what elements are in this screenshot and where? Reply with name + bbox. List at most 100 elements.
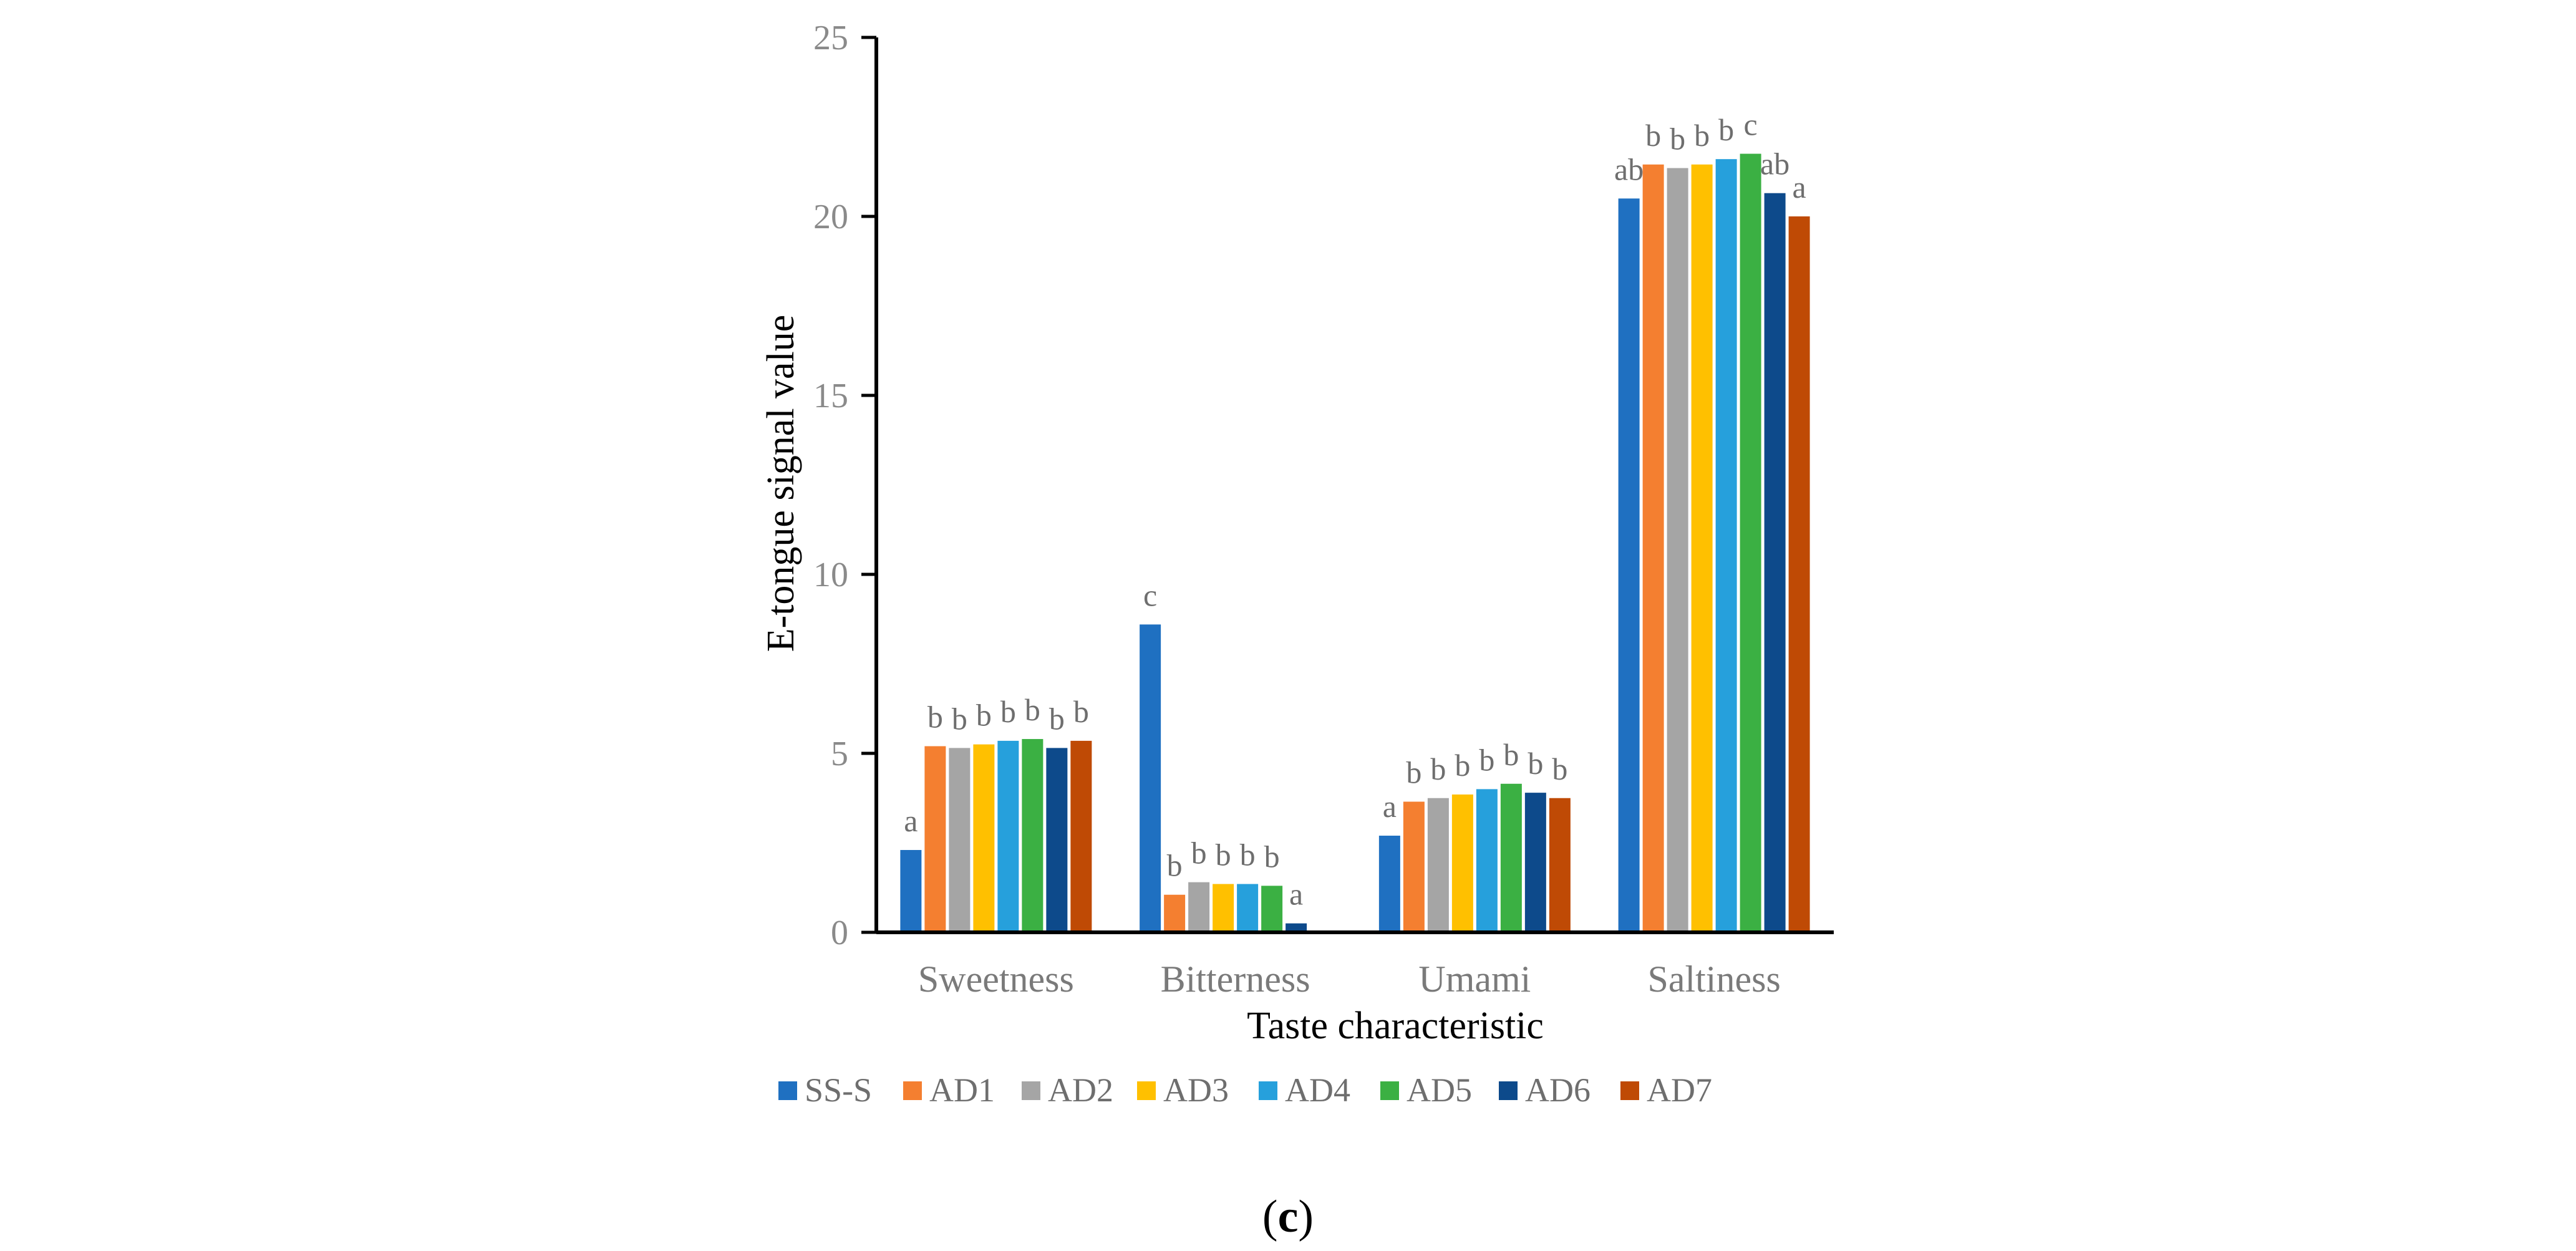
bar-ad7-umami [1549, 798, 1571, 932]
panel-label-close: ) [1298, 1191, 1314, 1242]
x-category-label: Umami [1418, 959, 1531, 1000]
bar-ad6-bitterness [1286, 923, 1307, 932]
legend-swatch-ad2 [1022, 1081, 1040, 1100]
significance-label: b [1264, 839, 1280, 874]
bar-ad4-umami [1476, 789, 1498, 932]
significance-label: b [1216, 838, 1231, 872]
legend-label-ad6: AD6 [1525, 1071, 1591, 1109]
significance-label: b [1718, 112, 1734, 147]
y-tick-label: 25 [813, 19, 848, 57]
bar-ad3-bitterness [1213, 884, 1234, 932]
significance-label: b [1000, 694, 1016, 729]
bar-ad7-sweetness [1070, 740, 1092, 932]
significance-label: b [1025, 692, 1040, 727]
significance-label: b [1406, 755, 1421, 790]
legend-label-ss-s: SS-S [805, 1071, 872, 1109]
bar-ad2-sweetness [949, 748, 971, 932]
x-category-label: Saltiness [1647, 959, 1780, 1000]
panel-label: (c) [1262, 1191, 1314, 1242]
significance-label: b [952, 701, 967, 736]
legend-label-ad5: AD5 [1407, 1071, 1472, 1109]
bar-ad5-sweetness [1022, 739, 1043, 932]
bar-ad1-sweetness [924, 746, 946, 932]
significance-label: c [1143, 577, 1157, 612]
significance-label: b [1455, 748, 1470, 783]
legend-swatch-ad6 [1499, 1081, 1518, 1100]
significance-label: a [904, 803, 918, 838]
y-tick-label: 10 [813, 556, 848, 594]
significance-label: a [1793, 170, 1806, 205]
bar-ad2-umami [1427, 798, 1449, 932]
significance-label: b [1191, 836, 1207, 871]
significance-label: a [1289, 877, 1303, 912]
bar-ad5-bitterness [1261, 886, 1283, 932]
bar-ad4-sweetness [997, 740, 1019, 932]
bar-ss-s-saltiness [1618, 198, 1640, 932]
bar-ad2-bitterness [1188, 882, 1210, 932]
significance-label: b [1552, 751, 1567, 786]
bar-ad2-saltiness [1667, 168, 1688, 932]
significance-label: b [1694, 118, 1710, 153]
bar-ad5-saltiness [1740, 153, 1761, 932]
bar-ss-s-bitterness [1140, 624, 1161, 932]
significance-label: b [1430, 751, 1446, 786]
significance-label: b [1503, 737, 1519, 772]
bar-ad4-saltiness [1715, 159, 1737, 932]
y-tick-label: 0 [831, 914, 848, 952]
significance-label: b [1479, 742, 1494, 777]
y-axis-title: E-tongue signal value [760, 315, 802, 652]
y-tick-label: 20 [813, 198, 848, 236]
x-category-label: Sweetness [918, 959, 1074, 1000]
legend-label-ad4: AD4 [1285, 1071, 1350, 1109]
bar-ad3-sweetness [973, 744, 995, 932]
panel-label-open: ( [1262, 1191, 1278, 1242]
y-tick-label: 15 [813, 377, 848, 415]
significance-label: b [1670, 122, 1685, 157]
significance-label: b [927, 700, 943, 735]
significance-label: ab [1760, 147, 1789, 181]
y-tick-label: 5 [831, 735, 848, 773]
legend: SS-S AD1 AD2 AD3 AD4 AD5 AD6 AD7 [778, 1071, 1712, 1109]
legend-label-ad3: AD3 [1163, 1071, 1229, 1109]
significance-label: b [1167, 848, 1183, 883]
legend-swatch-ad4 [1259, 1081, 1277, 1100]
significance-label: b [1645, 118, 1661, 153]
bar-ad6-saltiness [1764, 193, 1786, 933]
legend-label-ad7: AD7 [1647, 1071, 1712, 1109]
bars-layer [900, 153, 1810, 933]
bar-ad7-saltiness [1788, 216, 1810, 932]
bar-ad6-umami [1524, 793, 1546, 932]
x-axis-title: Taste characteristic [1247, 1005, 1544, 1047]
significance-label: ab [1614, 152, 1644, 186]
legend-label-ad2: AD2 [1048, 1071, 1113, 1109]
bar-ad1-saltiness [1642, 164, 1664, 932]
bar-ad1-umami [1403, 801, 1425, 932]
significance-label: a [1383, 789, 1397, 824]
significance-label: b [1073, 694, 1089, 729]
significance-label: b [1049, 701, 1065, 736]
y-tick-labels-layer: 0 5 10 15 20 25 [813, 19, 848, 952]
legend-swatch-ad5 [1380, 1081, 1399, 1100]
bar-ad6-sweetness [1046, 748, 1068, 932]
bar-ss-s-umami [1378, 836, 1400, 932]
x-category-label: Bitterness [1161, 959, 1310, 1000]
significance-label: b [976, 698, 992, 733]
legend-swatch-ad3 [1137, 1081, 1156, 1100]
x-category-labels-layer: Sweetness Bitterness Umami Saltiness [918, 959, 1781, 1000]
bar-ad5-umami [1500, 783, 1522, 932]
bar-ad4-bitterness [1237, 884, 1259, 932]
bar-ss-s-sweetness [900, 849, 922, 932]
significance-label: c [1744, 107, 1758, 142]
legend-swatch-ad7 [1620, 1081, 1639, 1100]
legend-label-ad1: AD1 [929, 1071, 995, 1109]
legend-swatch-ss-s [778, 1081, 797, 1100]
bar-ad3-saltiness [1691, 164, 1713, 932]
axes-layer [861, 36, 1834, 934]
bar-ad3-umami [1451, 795, 1473, 932]
panel-label-letter: c [1278, 1191, 1299, 1242]
bar-ad1-bitterness [1164, 894, 1186, 932]
significance-label: b [1528, 746, 1543, 781]
legend-swatch-ad1 [903, 1081, 922, 1100]
